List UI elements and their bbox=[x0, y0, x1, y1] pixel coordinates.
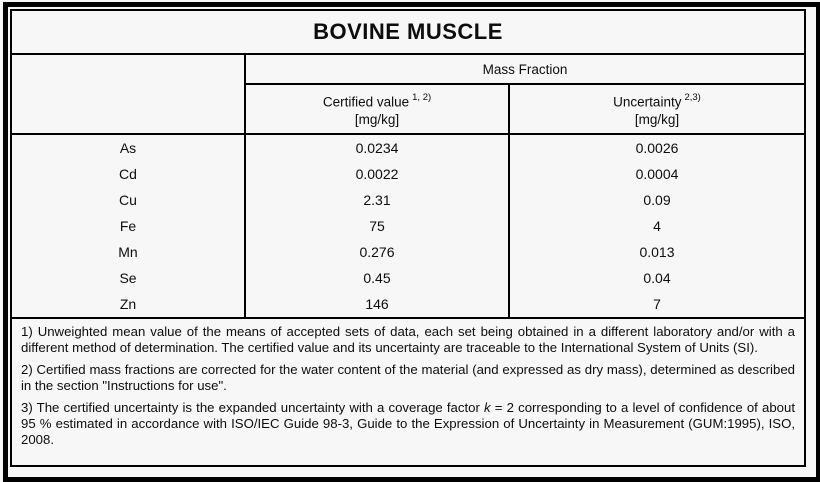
document-outer-frame: BOVINE MUSCLE Mass Fraction Certified va… bbox=[3, 2, 820, 482]
element-cell: Mn bbox=[118, 244, 138, 260]
certified-value-cell: 0.276 bbox=[359, 244, 395, 260]
footnote-3-text-start: 3) The certified uncertainty is the expa… bbox=[21, 400, 485, 416]
uncertainty-cell: 7 bbox=[653, 296, 661, 312]
uncertainty-cell: 0.04 bbox=[643, 270, 671, 286]
mass-fraction-header-group: Mass Fraction Certified value 1, 2) [mg/k… bbox=[246, 55, 804, 133]
element-cell: Zn bbox=[119, 296, 137, 312]
page-title: BOVINE MUSCLE bbox=[12, 11, 804, 55]
uncertainty-label: Uncertainty bbox=[613, 94, 682, 110]
certified-value-header-label: Certified value 1, 2) bbox=[323, 90, 431, 111]
certified-value-footnote-marker: 1, 2) bbox=[412, 92, 432, 104]
footnote-2: 2) Certified mass fractions are correcte… bbox=[21, 362, 795, 393]
uncertainty-header-label: Uncertainty 2,3) bbox=[613, 90, 701, 111]
uncertainty-header: Uncertainty 2,3) [mg/kg] bbox=[510, 85, 804, 133]
element-cell: Se bbox=[119, 270, 137, 286]
footnote-3-coverage-factor-k: k bbox=[484, 400, 491, 416]
certified-value-cell: 75 bbox=[369, 218, 385, 234]
element-cell: As bbox=[119, 140, 137, 156]
certified-value-cell: 0.45 bbox=[363, 270, 391, 286]
certified-value-column: 0.0234 0.0022 2.31 75 0.276 0.45 146 bbox=[246, 135, 510, 317]
certified-value-cell: 2.31 bbox=[363, 192, 391, 208]
footnote-3-text-end: = 2 corresponding to a level of confiden… bbox=[21, 400, 795, 447]
certified-value-cell: 0.0022 bbox=[355, 166, 399, 182]
certified-value-cell: 0.0234 bbox=[355, 140, 399, 156]
certified-value-label: Certified value bbox=[322, 94, 410, 110]
uncertainty-cell: 0.0026 bbox=[635, 140, 679, 156]
table-body: As Cd Cu Fe Mn Se Zn 0.0234 0.0022 2.31 … bbox=[12, 135, 804, 319]
element-column-corner-cell bbox=[12, 55, 246, 133]
uncertainty-column: 0.0026 0.0004 0.09 4 0.013 0.04 7 bbox=[510, 135, 804, 317]
subheader-row: Certified value 1, 2) [mg/kg] Uncertainty… bbox=[246, 85, 804, 133]
element-cell: Cd bbox=[119, 166, 137, 182]
element-cell: Cu bbox=[119, 192, 137, 208]
footnotes-section: 1) Unweighted mean value of the means of… bbox=[12, 319, 804, 465]
uncertainty-unit: [mg/kg] bbox=[634, 111, 680, 127]
element-cell: Fe bbox=[119, 218, 137, 234]
uncertainty-cell: 0.09 bbox=[643, 192, 671, 208]
certified-value-unit: [mg/kg] bbox=[354, 111, 400, 127]
uncertainty-footnote-marker: 2,3) bbox=[684, 92, 701, 104]
certified-value-cell: 146 bbox=[365, 296, 389, 312]
certified-value-header: Certified value 1, 2) [mg/kg] bbox=[246, 85, 510, 133]
certificate-table: BOVINE MUSCLE Mass Fraction Certified va… bbox=[10, 9, 806, 467]
table-header: Mass Fraction Certified value 1, 2) [mg/k… bbox=[12, 55, 804, 135]
mass-fraction-header: Mass Fraction bbox=[246, 55, 804, 85]
uncertainty-cell: 4 bbox=[653, 218, 661, 234]
footnote-1: 1) Unweighted mean value of the means of… bbox=[21, 324, 795, 355]
uncertainty-cell: 0.013 bbox=[639, 244, 675, 260]
uncertainty-cell: 0.0004 bbox=[635, 166, 679, 182]
element-column: As Cd Cu Fe Mn Se Zn bbox=[12, 135, 246, 317]
footnote-3: 3) The certified uncertainty is the expa… bbox=[21, 400, 795, 447]
